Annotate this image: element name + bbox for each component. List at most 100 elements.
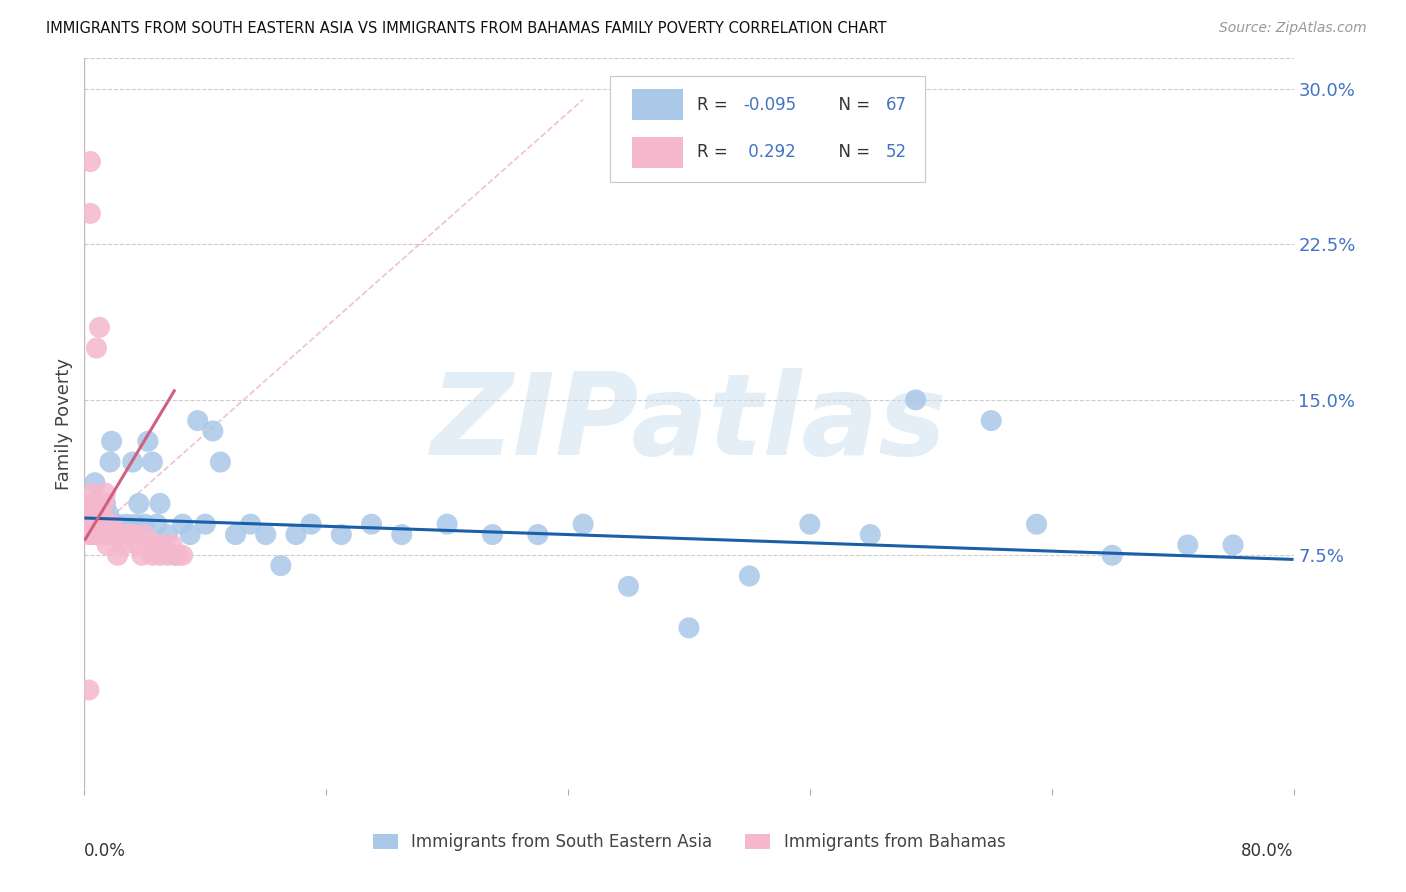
Point <box>572 517 595 532</box>
Point <box>617 579 640 593</box>
Point <box>391 527 413 541</box>
Text: 52: 52 <box>886 144 907 161</box>
Point <box>101 527 124 541</box>
Point <box>239 517 262 532</box>
Text: ZIPatlas: ZIPatlas <box>430 368 948 479</box>
Point <box>115 527 138 541</box>
Point <box>80 517 103 532</box>
Point <box>980 414 1002 428</box>
Text: R =: R = <box>697 95 734 114</box>
FancyBboxPatch shape <box>610 77 925 182</box>
Point <box>100 434 122 449</box>
Point <box>254 527 277 541</box>
Point <box>156 549 179 563</box>
Point <box>89 527 111 541</box>
Point <box>84 507 107 521</box>
Point <box>136 538 159 552</box>
Point <box>172 517 194 532</box>
Point <box>87 507 110 521</box>
Point <box>527 527 550 541</box>
Point <box>87 517 110 532</box>
Point <box>80 517 103 532</box>
Point <box>172 549 194 563</box>
Point <box>79 206 101 220</box>
Point <box>125 517 148 532</box>
Point <box>89 507 111 521</box>
Point <box>1222 538 1244 552</box>
Point <box>82 496 104 510</box>
Point <box>91 496 114 510</box>
Text: -0.095: -0.095 <box>744 95 796 114</box>
Point <box>77 682 100 697</box>
Point <box>270 558 292 573</box>
Point <box>104 527 127 541</box>
Point <box>82 507 104 521</box>
Point <box>678 621 700 635</box>
Point <box>1101 549 1123 563</box>
Y-axis label: Family Poverty: Family Poverty <box>55 358 73 490</box>
Point <box>118 527 141 541</box>
Point <box>1025 517 1047 532</box>
Point <box>84 517 107 532</box>
Point <box>136 434 159 449</box>
Point <box>110 527 132 541</box>
Point <box>141 549 163 563</box>
Point <box>96 527 118 541</box>
Point <box>128 496 150 510</box>
Point <box>146 538 169 552</box>
Point <box>100 517 122 532</box>
Point <box>82 527 104 541</box>
Point <box>91 507 114 521</box>
Point <box>98 455 121 469</box>
Point <box>86 517 108 532</box>
Point <box>80 486 103 500</box>
Point <box>149 496 172 510</box>
Point <box>209 455 232 469</box>
Point <box>121 455 143 469</box>
Point <box>904 392 927 407</box>
Point <box>98 527 121 541</box>
Point <box>86 341 108 355</box>
Point <box>121 527 143 541</box>
Point <box>87 527 110 541</box>
Point <box>87 517 110 532</box>
Point <box>94 496 117 510</box>
Point <box>225 527 247 541</box>
Point <box>97 527 120 541</box>
Point <box>89 320 111 334</box>
Point <box>436 517 458 532</box>
Point <box>799 517 821 532</box>
Point <box>127 538 149 552</box>
Point <box>134 517 156 532</box>
Point <box>86 517 108 532</box>
Text: N =: N = <box>828 95 876 114</box>
Point <box>146 517 169 532</box>
Point <box>91 517 114 532</box>
Text: IMMIGRANTS FROM SOUTH EASTERN ASIA VS IMMIGRANTS FROM BAHAMAS FAMILY POVERTY COR: IMMIGRANTS FROM SOUTH EASTERN ASIA VS IM… <box>46 21 887 37</box>
Text: R =: R = <box>697 144 734 161</box>
Point <box>79 154 101 169</box>
Point <box>89 527 111 541</box>
Point <box>149 549 172 563</box>
Point <box>84 496 107 510</box>
Point <box>93 496 115 510</box>
Point <box>179 527 201 541</box>
Point <box>112 527 135 541</box>
Point <box>80 507 103 521</box>
Point <box>167 549 190 563</box>
Bar <box>633 137 683 168</box>
Point <box>131 549 153 563</box>
Point <box>160 538 183 552</box>
Point <box>89 496 111 510</box>
Point <box>84 527 107 541</box>
Point <box>82 517 104 532</box>
Point <box>194 517 217 532</box>
Point <box>86 507 108 521</box>
Legend: Immigrants from South Eastern Asia, Immigrants from Bahamas: Immigrants from South Eastern Asia, Immi… <box>366 827 1012 858</box>
Point <box>86 507 108 521</box>
Text: 0.0%: 0.0% <box>84 842 127 860</box>
Point <box>77 527 100 541</box>
Point <box>187 414 209 428</box>
Point <box>107 549 129 563</box>
Point <box>141 455 163 469</box>
